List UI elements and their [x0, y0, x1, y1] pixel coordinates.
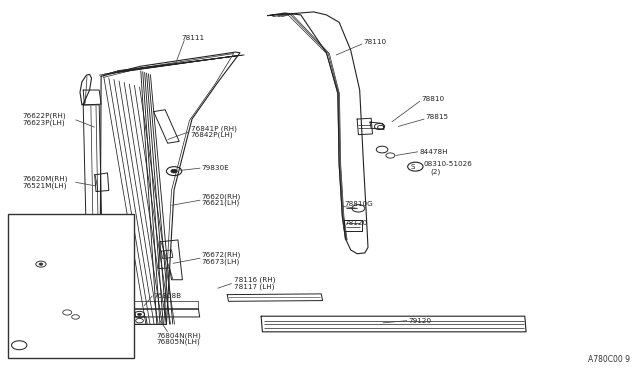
Text: 78117 (LH): 78117 (LH)	[234, 283, 274, 290]
Text: (4): (4)	[33, 349, 43, 356]
Text: 76897B: 76897B	[52, 254, 80, 260]
Text: 76842P(LH): 76842P(LH)	[191, 132, 234, 138]
Text: 08540-41608: 08540-41608	[31, 342, 76, 348]
Text: 76897E: 76897E	[42, 228, 68, 234]
Text: (2): (2)	[430, 169, 440, 175]
Text: S: S	[15, 342, 19, 348]
Text: 78810G: 78810G	[344, 201, 373, 207]
Text: 78120: 78120	[344, 220, 367, 226]
Text: 76841P (RH): 76841P (RH)	[191, 125, 237, 132]
Circle shape	[39, 263, 43, 265]
Text: 76521M(LH): 76521M(LH)	[22, 182, 67, 189]
Text: 76620M(RH): 76620M(RH)	[22, 175, 68, 182]
Text: 76808B: 76808B	[154, 293, 182, 299]
Text: 76897A: 76897A	[12, 243, 39, 248]
Text: 78111: 78111	[181, 35, 204, 41]
Text: 76673(LH): 76673(LH)	[202, 258, 240, 265]
Text: 76805N(LH): 76805N(LH)	[157, 339, 200, 346]
Text: 84478H: 84478H	[419, 149, 448, 155]
Text: 76804N(RH): 76804N(RH)	[157, 332, 202, 339]
Text: 78110: 78110	[364, 39, 387, 45]
FancyBboxPatch shape	[8, 214, 134, 358]
Text: 79120: 79120	[408, 318, 431, 324]
Text: 76897A: 76897A	[12, 301, 39, 307]
Text: 76895(RH): 76895(RH)	[12, 269, 49, 276]
Text: 76672(RH): 76672(RH)	[202, 251, 241, 258]
Text: 76623P(LH): 76623P(LH)	[22, 119, 65, 126]
Text: 08310-51026: 08310-51026	[424, 161, 472, 167]
Text: S: S	[411, 164, 415, 170]
Circle shape	[138, 313, 141, 315]
Text: CAN: CAN	[14, 214, 33, 223]
Text: 78815: 78815	[426, 114, 449, 120]
Text: 76622P(RH): 76622P(RH)	[22, 113, 66, 119]
Text: 79830E: 79830E	[202, 165, 229, 171]
Text: (USA,CAN): (USA,CAN)	[12, 284, 49, 291]
Text: 76621(LH): 76621(LH)	[202, 200, 240, 206]
Circle shape	[171, 169, 177, 173]
Text: 78810: 78810	[421, 96, 444, 102]
Text: 76620(RH): 76620(RH)	[202, 193, 241, 200]
Text: 78116 (RH): 78116 (RH)	[234, 276, 275, 283]
Text: A780C00 9: A780C00 9	[588, 355, 630, 364]
Text: 76896(LH): 76896(LH)	[12, 276, 49, 283]
